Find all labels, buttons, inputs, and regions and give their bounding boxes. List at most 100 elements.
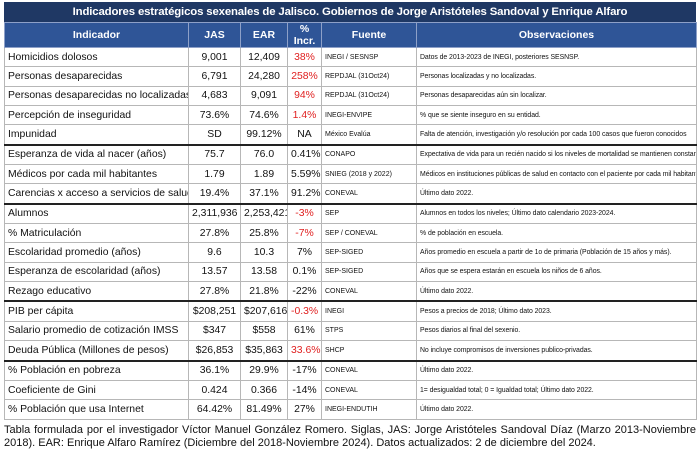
table-cell: Carencias x acceso a servicios de salud [4, 183, 189, 205]
table-cell: 99.12% [240, 124, 288, 146]
table-cell: Rezago educativo [4, 281, 189, 302]
table-cell: 61% [287, 320, 322, 342]
table-cell: % Población en pobreza [4, 359, 189, 381]
table-cell: Homicidios dolosos [4, 46, 189, 68]
table-cell: Percepción de inseguridad [4, 105, 189, 126]
table-cell: 38% [287, 46, 322, 68]
table-cell: 0.41% [287, 143, 322, 166]
table-container: Indicadores estratégicos sexenales de Ja… [4, 2, 697, 451]
table-cell: 91.2% [287, 183, 322, 205]
column-header: JAS [188, 22, 241, 48]
table-row: % Población en pobreza 36.1% 29.9% -17% CONE… [4, 359, 697, 381]
table-row: Médicos por cada mil habitantes 1.79 1.89 5… [4, 164, 697, 185]
table-cell: Esperanza de vida al nacer (años) [4, 143, 189, 166]
table-cell: 24,280 [240, 66, 288, 87]
indicator-table: Indicador JAS EAR% Incr. Fuente Observacione… [4, 22, 697, 420]
table-cell: -7% [287, 223, 322, 244]
table-cell: Médicos en instituciones públicas de sal… [416, 164, 697, 185]
table-cell: INEGI [321, 300, 417, 322]
table-cell: -3% [287, 202, 322, 225]
table-cell: -14% [287, 379, 322, 401]
table-cell: Años que se espera estarán en escuela lo… [416, 261, 697, 283]
table-cell: 94% [287, 85, 322, 107]
table-cell: $207,616 [240, 300, 288, 322]
table-cell: 4,683 [188, 85, 241, 107]
table-row: Alumnos 2,311,936 2,253,421 -3% SEP Alumnos e… [4, 202, 697, 225]
table-row: Salario promedio de cotización IMSS $347 $… [4, 320, 697, 342]
table-cell: CONEVAL [321, 183, 417, 205]
table-cell: 0.424 [188, 379, 241, 401]
table-row: Carencias x acceso a servicios de salud 1… [4, 183, 697, 205]
table-row: % Matriculación 27.8% 25.8% -7% SEP / CONEVA… [4, 223, 697, 244]
table-cell: $347 [188, 320, 241, 342]
table-cell: % Matriculación [4, 223, 189, 244]
table-cell: 5.59% [287, 164, 322, 185]
table-cell: 7% [287, 242, 322, 263]
table-row: Impunidad SD 99.12% NA México Evalúa Falta de… [4, 124, 697, 146]
table-cell: 2,253,421 [240, 202, 288, 225]
table-cell: 9,091 [240, 85, 288, 107]
table-cell: Expectativa de vida para un recién nacid… [416, 143, 697, 166]
table-cell: $208,251 [188, 300, 241, 322]
table-cell: SHCP [321, 340, 417, 361]
table-cell: Último dato 2022. [416, 281, 697, 302]
table-cell: 1.4% [287, 105, 322, 126]
table-cell: 75.7 [188, 143, 241, 166]
table-cell: INEGI-ENVIPE [321, 105, 417, 126]
table-cell: Personas localizadas y no localizadas. [416, 66, 697, 87]
table-cell: Último dato 2022. [416, 183, 697, 205]
table-cell: $558 [240, 320, 288, 342]
table-cell: Coeficiente de Gini [4, 379, 189, 401]
table-cell: 1.89 [240, 164, 288, 185]
column-header: EAR [240, 22, 288, 48]
table-cell: Último dato 2022. [416, 359, 697, 381]
table-cell: CONAPO [321, 143, 417, 166]
table-cell: 27.8% [188, 223, 241, 244]
table-row: Deuda Pública (Millones de pesos) $26,853… [4, 340, 697, 361]
table-cell: Deuda Pública (Millones de pesos) [4, 340, 189, 361]
table-cell: No incluye compromisos de inversiones pu… [416, 340, 697, 361]
table-cell: $35,863 [240, 340, 288, 361]
table-cell: Personas desaparecidas aún sin localizar… [416, 85, 697, 107]
table-cell: -22% [287, 281, 322, 302]
table-cell: Pesos diarios al final del sexenio. [416, 320, 697, 342]
table-cell: -0.3% [287, 300, 322, 322]
table-cell: 19.4% [188, 183, 241, 205]
table-cell: 33.6% [287, 340, 322, 361]
table-row: Esperanza de escolaridad (años) 13.57 13.5… [4, 261, 697, 283]
table-cell: 0.1% [287, 261, 322, 283]
table-cell: INEGI-ENDUTIH [321, 399, 417, 420]
table-row: Rezago educativo 27.8% 21.8% -22% CONEVAL Últ… [4, 281, 697, 302]
table-cell: $26,853 [188, 340, 241, 361]
table-cell: 13.58 [240, 261, 288, 283]
table-cell: Alumnos en todos los niveles; Último dat… [416, 202, 697, 225]
table-row: Percepción de inseguridad 73.6% 74.6% 1.4% I… [4, 105, 697, 126]
table-cell: 10.3 [240, 242, 288, 263]
table-cell: INEGI / SESNSP [321, 46, 417, 68]
table-cell: Médicos por cada mil habitantes [4, 164, 189, 185]
table-cell: REPDJAL (31Oct24) [321, 85, 417, 107]
table-row: Escolaridad promedio (años) 9.6 10.3 7% SEP-… [4, 242, 697, 263]
header-row: Indicador JAS EAR% Incr. Fuente Observacione… [4, 22, 697, 48]
table-cell: SNIEG (2018 y 2022) [321, 164, 417, 185]
table-cell: 9.6 [188, 242, 241, 263]
table-cell: 2,311,936 [188, 202, 241, 225]
table-row: PIB per cápita $208,251 $207,616 -0.3% INEGI… [4, 300, 697, 322]
table-cell: Personas desaparecidas no localizadas [4, 85, 189, 107]
table-cell: PIB per cápita [4, 300, 189, 322]
column-header: % Incr. [287, 22, 322, 48]
table-row: % Población que usa Internet 64.42% 81.49%… [4, 399, 697, 420]
table-cell: 9,001 [188, 46, 241, 68]
footnote: Tabla formulada por el investigador Víct… [4, 423, 696, 450]
table-row: Esperanza de vida al nacer (años) 75.7 76.… [4, 143, 697, 166]
table-cell: 12,409 [240, 46, 288, 68]
table-row: Coeficiente de Gini 0.424 0.366 -14% CONEVAL… [4, 379, 697, 401]
table-cell: Personas desaparecidas [4, 66, 189, 87]
table-cell: SEP-SIGED [321, 242, 417, 263]
table-cell: -17% [287, 359, 322, 381]
table-cell: Falta de atención, investigación y/o res… [416, 124, 697, 146]
table-cell: CONEVAL [321, 359, 417, 381]
table-cell: 27% [287, 399, 322, 420]
table-cell: SEP-SIGED [321, 261, 417, 283]
table-cell: CONEVAL [321, 379, 417, 401]
